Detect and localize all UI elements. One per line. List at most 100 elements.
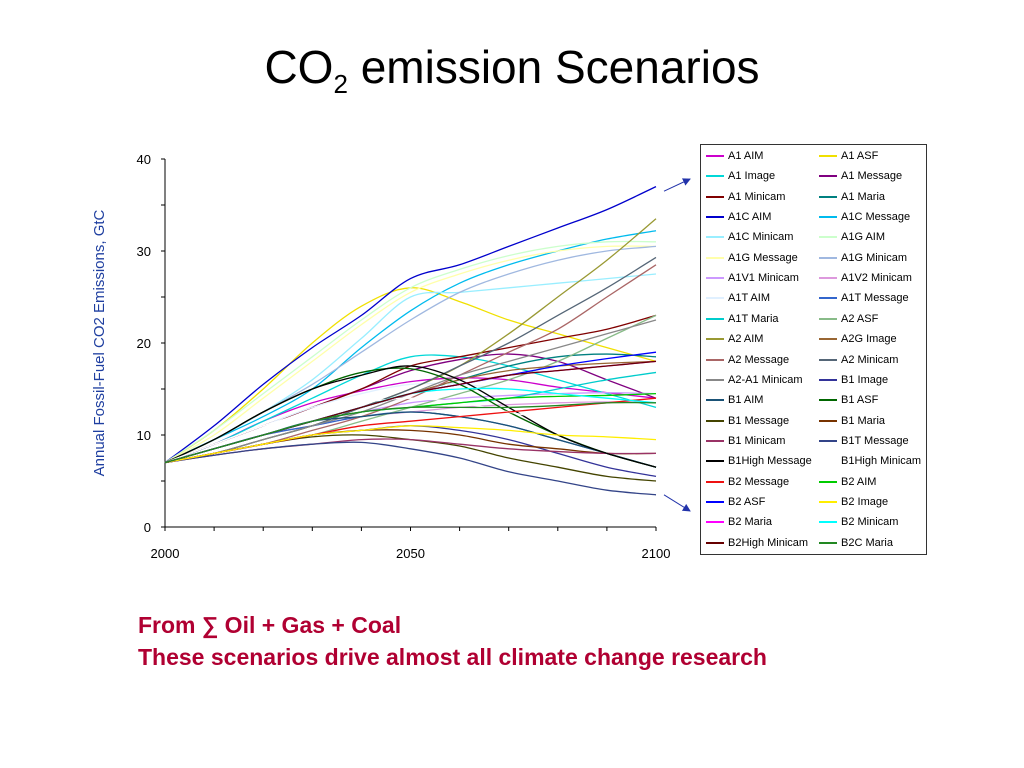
legend-label: B2 Maria: [728, 516, 773, 529]
legend-label: A1 Maria: [841, 190, 886, 203]
y-tick-label: 30: [137, 244, 151, 259]
legend-entry: B1 ASF: [819, 390, 878, 410]
legend-entry: B1 Maria: [819, 411, 885, 431]
legend-swatch: [706, 216, 724, 219]
series-line: [164, 245, 657, 464]
legend-entry: B1High Minicam: [819, 451, 921, 471]
legend-swatch: [706, 419, 724, 422]
legend-swatch: [819, 521, 837, 524]
legend-label: B1 AIM: [728, 394, 764, 407]
series-line: [164, 401, 657, 464]
legend-label: B2 Minicam: [841, 516, 899, 529]
legend-label: B1 Maria: [841, 414, 886, 427]
y-tick-label: 0: [144, 520, 151, 535]
legend-entry: A1V1 Minicam: [706, 268, 799, 288]
legend-label: A2 Message: [728, 353, 790, 366]
page-title: CO2 emission Scenarios: [264, 41, 760, 99]
legend-swatch: [706, 358, 724, 361]
legend-entry: A2 AIM: [706, 329, 763, 349]
legend-label: B2 AIM: [841, 475, 877, 488]
legend-entry: A1C Message: [819, 207, 910, 227]
legend-swatch: [819, 195, 837, 198]
legend-entry: A2 ASF: [819, 309, 878, 329]
legend-swatch: [819, 256, 837, 259]
chart-legend: A1 AIM A1 ASF A1 Image A1 Message A1 Minicam…: [700, 144, 927, 555]
legend-label: B1 ASF: [841, 394, 879, 407]
series-line: [164, 397, 657, 464]
legend-label: A1G Minicam: [841, 251, 908, 264]
legend-swatch: [819, 460, 837, 463]
legend-label: B2High Minicam: [728, 536, 809, 549]
legend-entry: B1 Minicam: [706, 431, 785, 451]
x-tick-label: 2050: [396, 546, 425, 561]
legend-label: B1 Message: [728, 414, 790, 427]
legend-entry: A1V2 Minicam: [819, 268, 912, 288]
legend-swatch: [706, 399, 724, 402]
legend-entry: B2 ASF: [706, 492, 765, 512]
legend-entry: B1 Image: [819, 370, 888, 390]
legend-label: A1 Message: [841, 170, 903, 183]
legend-swatch: [706, 195, 724, 198]
y-tick-label: 20: [137, 336, 151, 351]
legend-swatch: [706, 236, 724, 239]
lower-range-arrow: [663, 494, 691, 512]
legend-label: A2-A1 Minicam: [728, 373, 803, 386]
legend-swatch: [819, 216, 837, 219]
legend-label: B1T Message: [841, 434, 909, 447]
legend-swatch: [706, 155, 724, 157]
upper-range-arrow: [663, 178, 691, 192]
legend-entry: A1G Message: [706, 248, 798, 268]
legend-entry: B1High Message: [706, 451, 812, 471]
legend-label: A1 ASF: [841, 150, 879, 162]
legend-swatch: [819, 500, 837, 503]
legend-swatch: [706, 175, 724, 178]
legend-entry: A1T Maria: [706, 309, 779, 329]
y-axis-label: Annual Fossil-Fuel CO2 Emissions, GtC: [91, 209, 108, 476]
legend-label: A2 Minicam: [841, 353, 899, 366]
legend-swatch: [819, 317, 837, 320]
legend-entry: B2 AIM: [819, 472, 876, 492]
y-tick-label: 40: [137, 152, 151, 167]
legend-swatch: [819, 297, 837, 300]
legend-label: A2G Image: [841, 333, 897, 346]
legend-swatch: [706, 277, 724, 280]
legend-entry: B2 Minicam: [819, 512, 898, 532]
series-line: [164, 365, 657, 468]
legend-label: A1C Message: [841, 211, 911, 224]
legend-swatch: [819, 419, 837, 422]
legend-label: A1C AIM: [728, 211, 772, 224]
legend-swatch: [819, 378, 837, 381]
legend-entry: A1 Message: [819, 166, 902, 186]
series-line: [164, 354, 657, 464]
legend-swatch: [706, 256, 724, 259]
legend-label: B1 Image: [841, 373, 889, 386]
legend-label: B2 ASF: [728, 495, 766, 508]
legend-entry: A1C AIM: [706, 207, 771, 227]
legend-swatch: [819, 277, 837, 280]
legend-entry: A1 Image: [706, 166, 775, 186]
legend-label: B2 Image: [841, 495, 889, 508]
legend-entry: A1T AIM: [706, 288, 770, 308]
legend-label: A1 AIM: [728, 150, 764, 162]
legend-swatch: [706, 297, 724, 300]
legend-entry: A1G Minicam: [819, 248, 907, 268]
legend-swatch: [706, 439, 724, 442]
legend-swatch: [819, 541, 837, 544]
legend-entry: B1 AIM: [706, 390, 763, 410]
legend-label: A1T Message: [841, 292, 909, 305]
legend-swatch: [819, 155, 837, 157]
legend-swatch: [706, 500, 724, 503]
legend-label: B2C Maria: [841, 536, 893, 549]
legend-swatch: [706, 338, 724, 341]
series-line: [164, 230, 657, 464]
footer-text: From ∑ Oil + Gas + Coal These scenarios …: [138, 609, 767, 673]
legend-entry: A1C Minicam: [706, 227, 793, 247]
legend-label: A1 Minicam: [728, 190, 786, 203]
legend-label: B1High Message: [728, 455, 812, 468]
legend-entry: A2-A1 Minicam: [706, 370, 803, 390]
legend-entry: A1T Message: [819, 288, 909, 308]
legend-label: B1 Minicam: [728, 434, 786, 447]
legend-entry: B1T Message: [819, 431, 909, 451]
legend-entry: A1G AIM: [819, 227, 885, 247]
